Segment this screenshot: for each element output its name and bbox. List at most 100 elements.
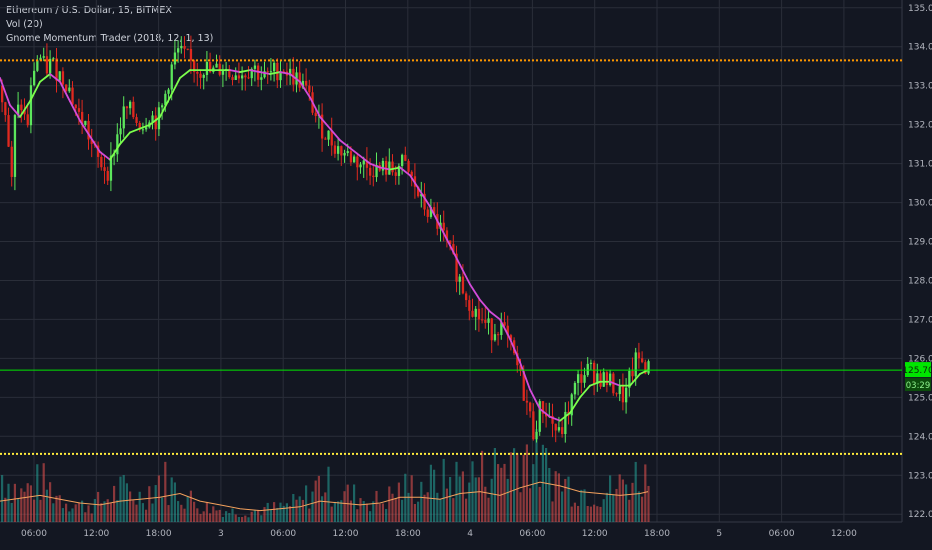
volume-bar xyxy=(257,509,260,522)
candle-body xyxy=(183,45,186,49)
volume-bar xyxy=(535,429,538,522)
candle-body xyxy=(170,64,173,90)
x-tick-label: 12:00 xyxy=(831,529,857,539)
candle-body xyxy=(193,60,196,72)
volume-bar xyxy=(567,476,570,522)
volume-bar xyxy=(81,500,84,522)
candle-body xyxy=(420,193,423,197)
volume-bar xyxy=(513,448,516,522)
candle-body xyxy=(189,48,193,61)
countdown-label: 03:29 xyxy=(906,381,931,391)
legend-indicator[interactable]: Gnome Momentum Trader (2018, 12, 1, 13) xyxy=(6,33,214,44)
candle-body xyxy=(535,431,538,440)
candle-body xyxy=(327,130,330,140)
candle-body xyxy=(596,373,599,384)
x-tick-label: 06:00 xyxy=(21,529,47,539)
ma-segment xyxy=(259,71,271,75)
candle-body xyxy=(269,71,273,73)
candle-body xyxy=(509,335,513,341)
legend-volume[interactable]: Vol (20) xyxy=(6,19,43,30)
volume-bar xyxy=(637,491,640,522)
candle-body xyxy=(429,207,433,217)
ma-segment xyxy=(149,115,161,126)
volume-bar xyxy=(97,491,100,522)
volume-bar xyxy=(321,496,324,522)
candle-body xyxy=(109,155,113,181)
legend-symbol[interactable]: Ethereum / U.S. Dollar, 15, BITMEX xyxy=(6,5,172,16)
candle-body xyxy=(13,115,17,177)
volume-bar xyxy=(90,513,93,522)
ma-segment xyxy=(439,225,451,247)
candle-body xyxy=(42,56,45,58)
candle-body xyxy=(151,115,154,123)
candle-body xyxy=(388,161,391,175)
volume-bar xyxy=(417,501,420,522)
chart-legend: Ethereum / U.S. Dollar, 15, BITMEX Vol (… xyxy=(6,4,213,46)
candle-body xyxy=(442,222,445,231)
ma-segment xyxy=(509,338,521,364)
candle-body xyxy=(167,89,170,94)
volume-bar xyxy=(250,511,253,522)
candle-body xyxy=(305,80,308,86)
candle-body xyxy=(58,71,61,81)
candle-body xyxy=(301,80,305,88)
volume-bar xyxy=(618,474,621,522)
volume-bar xyxy=(586,505,589,522)
volume-bar xyxy=(465,498,468,522)
candle-body xyxy=(641,358,644,363)
candle-body xyxy=(573,382,577,395)
ma-segment xyxy=(169,77,181,99)
volume-bar xyxy=(273,502,276,522)
candle-body xyxy=(221,70,225,75)
volume-bar xyxy=(397,482,400,522)
candle-body xyxy=(164,93,167,106)
last-price-tag xyxy=(905,362,931,378)
volume-bar xyxy=(602,499,605,522)
y-tick-label: 134.00 xyxy=(908,43,932,53)
candle-body xyxy=(468,300,471,311)
ma-segment xyxy=(479,299,491,313)
volume-bar xyxy=(29,485,32,522)
candle-body xyxy=(516,353,519,366)
ma-segment xyxy=(489,310,501,321)
candle-body xyxy=(205,61,209,75)
candle-body xyxy=(337,146,340,154)
volume-bar xyxy=(58,495,61,522)
candle-body xyxy=(87,120,90,140)
volume-bar xyxy=(186,496,189,522)
volume-bar xyxy=(241,517,244,522)
volume-bar xyxy=(289,506,292,522)
volume-bar xyxy=(103,501,106,522)
volume-bar xyxy=(589,506,592,522)
volume-bar xyxy=(23,491,26,522)
x-tick-label: 5 xyxy=(716,529,722,539)
candle-body xyxy=(279,71,282,81)
candle-body xyxy=(500,322,503,335)
volume-bar xyxy=(641,496,644,522)
candle-body xyxy=(609,373,612,386)
candle-body xyxy=(564,411,567,435)
volume-bar xyxy=(45,489,48,522)
x-tick-label: 3 xyxy=(218,529,224,539)
volume-bar xyxy=(161,497,164,522)
volume-bar xyxy=(503,463,506,522)
volume-bar xyxy=(266,502,269,522)
last-price-label: 125.70 xyxy=(902,366,932,376)
candle-body xyxy=(365,160,369,168)
candle-body xyxy=(266,71,269,73)
candle-body xyxy=(637,352,641,359)
volume-bar xyxy=(180,504,183,522)
candles xyxy=(1,35,650,443)
volume-bar xyxy=(372,501,375,522)
volume-bar xyxy=(193,501,196,522)
candle-body xyxy=(308,85,311,93)
volume-bar xyxy=(388,486,391,522)
y-tick-label: 125.00 xyxy=(908,393,932,403)
volume-bar xyxy=(551,501,554,522)
candle-body xyxy=(215,63,218,68)
candle-body xyxy=(503,322,506,326)
volume-bar xyxy=(100,503,103,522)
candle-body xyxy=(129,101,132,109)
candle-body xyxy=(465,293,468,301)
